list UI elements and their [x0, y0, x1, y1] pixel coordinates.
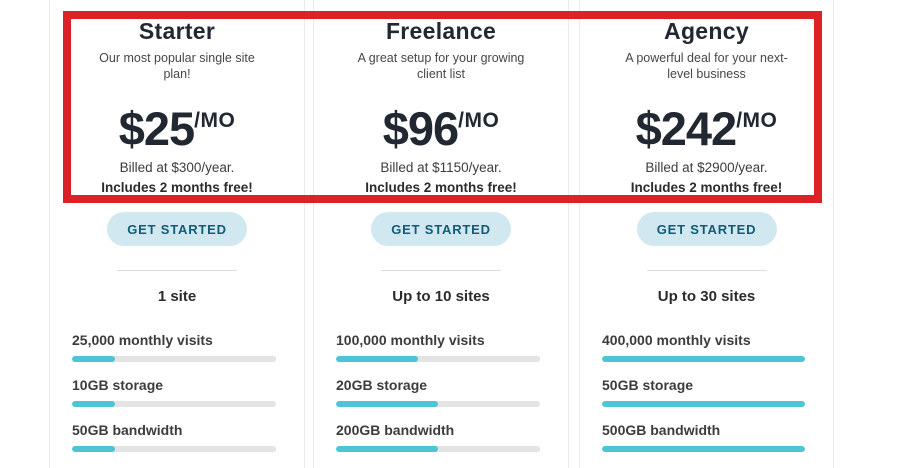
feature-monthly-visits: 25,000 monthly visits: [72, 331, 276, 362]
feature-label: 25,000 monthly visits: [72, 332, 213, 348]
divider: [381, 270, 501, 271]
feature-meter-track: [336, 446, 540, 452]
feature-meter-fill: [72, 401, 115, 407]
months-free-note: Includes 2 months free!: [365, 180, 517, 195]
get-started-button[interactable]: GET STARTED: [371, 212, 511, 246]
plan-description: Our most popular single site plan!: [99, 51, 255, 81]
feature-meter-fill: [602, 401, 805, 407]
months-free-note: Includes 2 months free!: [101, 180, 253, 195]
feature-label: 50GB storage: [602, 377, 694, 393]
sites-allowance: Up to 10 sites: [392, 288, 490, 305]
feature-meter-fill: [602, 446, 805, 452]
feature-label: 500GB bandwidth: [602, 422, 721, 438]
plan-card-freelance: Freelance A great setup for your growing…: [313, 0, 569, 468]
price-amount: $242: [635, 102, 738, 155]
plan-price: $242 /MO: [580, 104, 833, 154]
feature-meter-track: [602, 446, 805, 452]
feature-storage: 50GB storage: [602, 376, 805, 407]
feature-meter-fill: [602, 356, 805, 362]
feature-monthly-visits: 400,000 monthly visits: [602, 331, 805, 362]
feature-bandwidth: 50GB bandwidth: [72, 421, 276, 452]
feature-label: 100,000 monthly visits: [336, 332, 485, 348]
feature-meter-fill: [336, 356, 418, 362]
feature-bandwidth: 200GB bandwidth: [336, 421, 540, 452]
plan-name: Agency: [664, 18, 749, 44]
sites-allowance: 1 site: [157, 288, 197, 305]
sites-allowance: Up to 30 sites: [657, 288, 756, 305]
billed-annually-note: Billed at $300/year.: [119, 160, 235, 175]
feature-label: 50GB bandwidth: [72, 422, 183, 438]
feature-meter-track: [72, 356, 276, 362]
feature-meter-fill: [72, 356, 115, 362]
feature-meter-fill: [336, 446, 438, 452]
feature-meter-track: [72, 446, 276, 452]
get-started-button[interactable]: GET STARTED: [107, 212, 247, 246]
price-amount: $25: [118, 102, 195, 155]
divider: [117, 270, 237, 271]
plan-name: Freelance: [385, 18, 497, 44]
feature-bandwidth: 500GB bandwidth: [602, 421, 805, 452]
feature-label: 10GB storage: [72, 377, 164, 393]
plan-description: A great setup for your growing client li…: [357, 51, 525, 81]
feature-meter-track: [72, 401, 276, 407]
plan-card-starter: Starter Our most popular single site pla…: [49, 0, 305, 468]
feature-storage: 20GB storage: [336, 376, 540, 407]
plan-card-agency: Agency A powerful deal for your next-lev…: [579, 0, 834, 468]
feature-meter-track: [602, 356, 805, 362]
plan-price: $25 /MO: [50, 104, 304, 154]
feature-list: 100,000 monthly visits 20GB storage 200G…: [314, 331, 568, 452]
feature-monthly-visits: 100,000 monthly visits: [336, 331, 540, 362]
feature-meter-fill: [72, 446, 115, 452]
billed-annually-note: Billed at $2900/year.: [645, 160, 768, 175]
get-started-button[interactable]: GET STARTED: [636, 212, 777, 246]
feature-label: 400,000 monthly visits: [602, 332, 751, 348]
feature-label: 200GB bandwidth: [336, 422, 455, 438]
months-free-note: Includes 2 months free!: [630, 180, 783, 195]
divider: [646, 270, 767, 271]
feature-label: 20GB storage: [336, 377, 428, 393]
price-period: /MO: [458, 109, 500, 132]
feature-meter-track: [602, 401, 805, 407]
feature-meter-fill: [336, 401, 438, 407]
billed-annually-note: Billed at $1150/year.: [380, 160, 502, 175]
feature-meter-track: [336, 401, 540, 407]
plan-name: Starter: [138, 18, 216, 44]
feature-list: 25,000 monthly visits 10GB storage 50GB …: [50, 331, 304, 452]
price-period: /MO: [736, 109, 778, 132]
price-period: /MO: [194, 109, 236, 132]
feature-storage: 10GB storage: [72, 376, 276, 407]
feature-list: 400,000 monthly visits 50GB storage 500G…: [580, 331, 833, 452]
plan-description: A powerful deal for your next-level busi…: [625, 51, 788, 81]
feature-meter-track: [336, 356, 540, 362]
price-amount: $96: [382, 102, 459, 155]
plan-price: $96 /MO: [314, 104, 568, 154]
